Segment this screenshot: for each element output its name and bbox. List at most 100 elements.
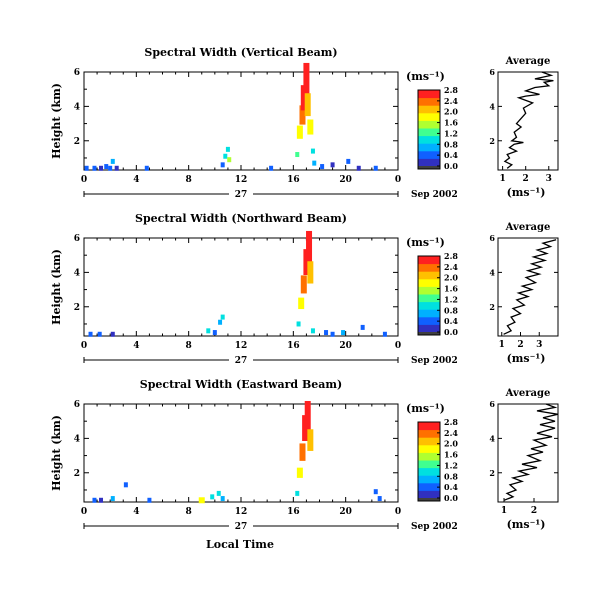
- heatmap-cell: [341, 330, 346, 336]
- x-tick-label: 4: [133, 341, 139, 351]
- colorbar-segment: [418, 482, 440, 491]
- heatmap-cell: [110, 496, 115, 502]
- heatmap-cell: [212, 330, 217, 336]
- average-profile-line: [503, 239, 557, 335]
- heatmap-cell: [360, 324, 365, 330]
- colorbar-tick-label: 2.4: [444, 428, 458, 438]
- colorbar-segment: [418, 120, 440, 129]
- y-axis-label: Height (km): [50, 415, 63, 491]
- colorbar-segment: [418, 150, 440, 159]
- heatmap-cell: [320, 164, 325, 170]
- average-profile-line: [503, 403, 559, 501]
- heatmap-cell: [99, 497, 104, 503]
- average-x-tick-label: 3: [546, 174, 552, 184]
- heatmap-cell: [330, 331, 335, 337]
- colorbar-segment: [418, 143, 440, 152]
- heatmap-cell: [295, 152, 300, 158]
- average-y-tick-label: 2: [489, 136, 495, 146]
- colorbar-segment: [418, 278, 440, 287]
- heatmap-cell: [99, 165, 104, 171]
- x-tick-label: 20: [339, 507, 352, 517]
- chart-title: Spectral Width (Eastward Beam): [140, 378, 342, 391]
- heatmap-cell: [324, 330, 329, 336]
- colorbar-segment: [418, 316, 440, 325]
- x-tick-label: 16: [287, 175, 300, 185]
- x-tick-label: 20: [339, 175, 352, 185]
- date-label-bg: [229, 354, 253, 364]
- average-frame: [497, 71, 559, 171]
- average-y-tick-label: 2: [489, 468, 495, 478]
- average-y-tick-label: 4: [489, 267, 495, 277]
- y-tick-label: 4: [74, 434, 80, 444]
- month-label: Sep 2002: [411, 356, 458, 366]
- colorbar-tick-label: 2.8: [444, 85, 458, 95]
- heatmap-cell: [296, 321, 301, 327]
- heatmap-cell: [310, 148, 315, 154]
- colorbar-floor: [418, 498, 440, 501]
- average-y-tick-label: 4: [489, 101, 495, 111]
- average-x-tick-label: 2: [523, 174, 529, 184]
- colorbar-segment: [418, 429, 440, 438]
- colorbar-segment: [418, 158, 440, 167]
- chart-panel-2: Spectral Width (Eastward Beam) Height (km…: [50, 378, 559, 532]
- month-label: Sep 2002: [411, 522, 458, 532]
- day-label: 27: [235, 190, 248, 200]
- colorbar-unit: (ms⁻¹): [406, 70, 445, 83]
- average-title: Average: [505, 222, 551, 233]
- colorbar-segment: [418, 490, 440, 499]
- y-tick-label: 2: [74, 469, 80, 479]
- chart-title: Spectral Width (Vertical Beam): [144, 46, 337, 59]
- heatmap-cell: [382, 331, 387, 337]
- heatmap-cell: [220, 496, 225, 502]
- average-x-tick-label: 3: [536, 340, 542, 350]
- heatmap-cell: [299, 105, 306, 125]
- y-tick-label: 6: [74, 234, 80, 244]
- average-y-tick-label: 2: [489, 302, 495, 312]
- heatmap-cell: [220, 162, 225, 168]
- day-label: 27: [235, 522, 248, 532]
- colorbar-floor: [418, 166, 440, 169]
- heatmap-cell: [110, 158, 115, 164]
- heatmap-cell: [223, 153, 228, 159]
- colorbar-segment: [418, 452, 440, 461]
- heatmap-cell: [92, 165, 97, 171]
- colorbar-segment: [418, 90, 440, 99]
- heatmap-cell: [300, 85, 307, 111]
- colorbar-segment: [418, 294, 440, 303]
- x-tick-label: 16: [287, 341, 300, 351]
- heatmap-cell: [346, 158, 351, 164]
- month-label: Sep 2002: [411, 190, 458, 200]
- colorbar-tick-label: 2.8: [444, 251, 458, 261]
- average-x-label: (ms⁻¹): [507, 518, 546, 531]
- average-x-tick-label: 1: [501, 506, 507, 516]
- colorbar-tick-label: 1.2: [444, 128, 458, 138]
- y-axis-label: Height (km): [50, 249, 63, 325]
- colorbar-segment: [418, 271, 440, 280]
- colorbar-segment: [418, 467, 440, 476]
- x-tick-label: 0: [395, 341, 401, 351]
- heatmap-cell: [306, 230, 313, 263]
- colorbar-tick-label: 0.4: [444, 150, 458, 160]
- average-x-tick-label: 1: [499, 340, 505, 350]
- colorbar-unit: (ms⁻¹): [406, 402, 445, 415]
- heatmap-cell: [206, 328, 211, 334]
- colorbar-tick-label: 0.0: [444, 327, 458, 337]
- average-profile-line: [503, 71, 554, 169]
- y-tick-label: 2: [74, 137, 80, 147]
- plot-frame: [83, 403, 399, 503]
- heatmap-cell: [114, 165, 119, 171]
- heatmap-cell: [296, 467, 303, 478]
- y-tick-label: 6: [74, 400, 80, 410]
- x-tick-label: 12: [235, 341, 248, 351]
- colorbar-tick-label: 2.0: [444, 439, 458, 449]
- heatmap-cell: [377, 496, 382, 502]
- plot-frame: [83, 237, 399, 337]
- heatmap-cell: [307, 119, 314, 135]
- heatmap-cell: [330, 162, 335, 168]
- colorbar-segment: [418, 444, 440, 453]
- colorbar-tick-label: 0.8: [444, 471, 458, 481]
- x-tick-label: 0: [81, 175, 87, 185]
- chart-title: Spectral Width (Northward Beam): [135, 212, 347, 225]
- x-tick-label: 8: [186, 341, 192, 351]
